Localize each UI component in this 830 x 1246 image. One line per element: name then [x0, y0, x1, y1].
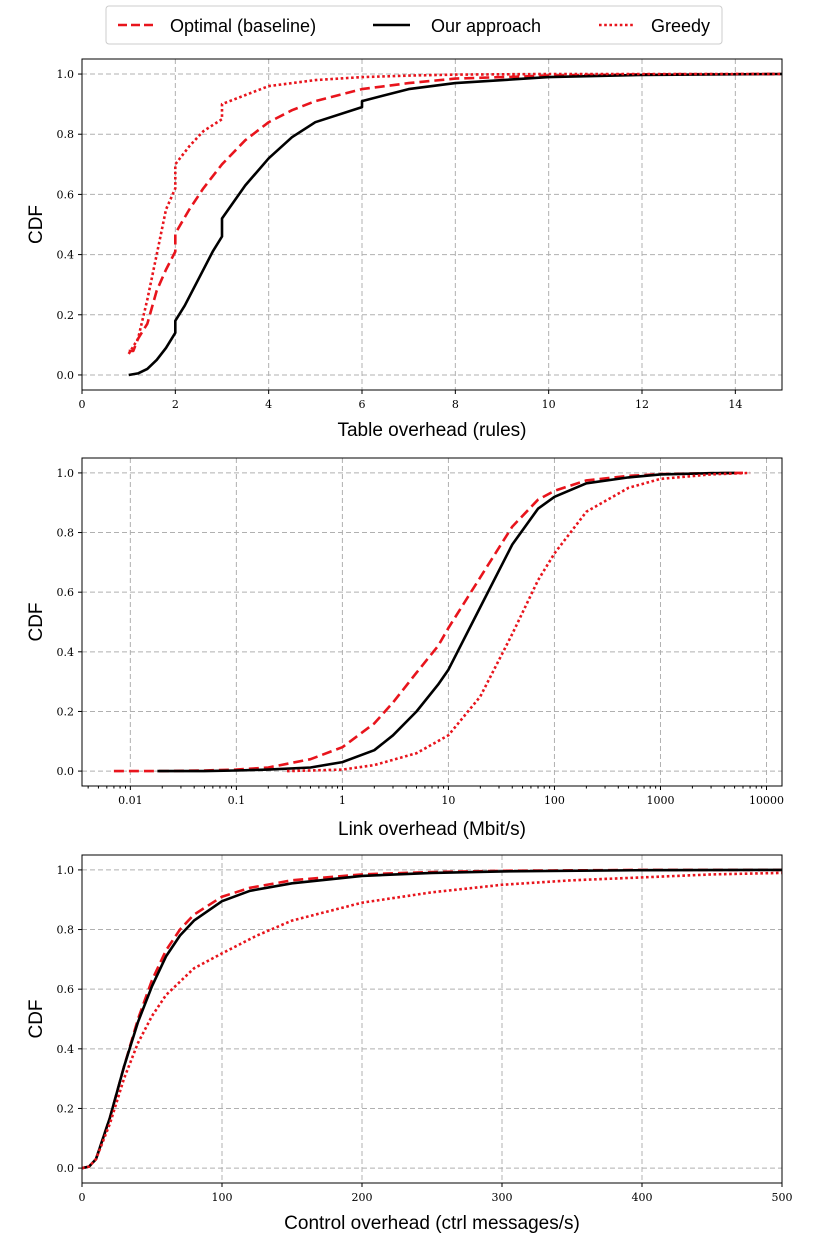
legend: Optimal (baseline) Our approach Greedy — [105, 5, 723, 45]
x-tick-label: 200 — [352, 1191, 373, 1204]
x-tick-label: 10 — [441, 794, 455, 807]
x-tick-label: 0 — [79, 398, 86, 411]
legend-label-greedy: Greedy — [651, 16, 710, 36]
y-tick-label: 0.4 — [57, 646, 75, 659]
x-tick-label: 8 — [452, 398, 459, 411]
x-tick-label: 500 — [772, 1191, 793, 1204]
x-tick-label: 0 — [79, 1191, 86, 1204]
x-tick-label: 10000 — [749, 794, 784, 807]
series-line-optimal-baseline — [128, 72, 783, 353]
y-tick-label: 1.0 — [57, 68, 75, 81]
plot-frame — [81, 58, 783, 391]
y-axis-label: CDF — [26, 999, 47, 1038]
x-axis-label: Link overhead (Mbit/s) — [338, 819, 526, 840]
y-tick-label: 0.4 — [57, 249, 75, 262]
y-tick-label: 0.2 — [57, 705, 75, 718]
y-tick-label: 0.0 — [57, 1162, 75, 1175]
x-tick-label: 100 — [544, 794, 565, 807]
x-tick-label: 0.1 — [228, 794, 246, 807]
y-tick-label: 0.8 — [57, 924, 75, 937]
x-tick-label: 0.01 — [118, 794, 143, 807]
y-tick-label: 0.6 — [57, 983, 75, 996]
series-line-greedy — [127, 72, 782, 355]
chart-control-overhead: 0 100 200 300 400 500 0.0 0.2 0.4 0.6 0.8 1.0 Contr… — [26, 854, 793, 1234]
series-line-optimal-baseline — [113, 471, 744, 773]
y-tick-label: 0.6 — [57, 586, 75, 599]
series-line-greedy — [286, 471, 751, 773]
plot-frame — [81, 854, 783, 1184]
x-tick-label: 6 — [359, 398, 366, 411]
y-tick-label: 0.8 — [57, 527, 75, 540]
series-line-greedy — [81, 871, 783, 1170]
y-tick-label: 0.0 — [57, 765, 75, 778]
x-tick-label: 12 — [635, 398, 649, 411]
x-tick-label: 4 — [265, 398, 272, 411]
plot-frame — [81, 457, 783, 787]
series-line-our-approach — [128, 72, 783, 377]
x-tick-label: 2 — [172, 398, 179, 411]
x-axis-label: Table overhead (rules) — [337, 420, 526, 441]
y-tick-label: 1.0 — [57, 864, 75, 877]
y-tick-label: 0.4 — [57, 1043, 75, 1056]
chart-link-overhead: 0.01 0.1 1 10 100 1000 10000 0.0 0.2 0.4 0.6 0.8 1.0… — [26, 457, 784, 840]
legend-label-optimal: Optimal (baseline) — [170, 16, 316, 36]
y-tick-label: 0.2 — [57, 1102, 75, 1115]
y-axis-label: CDF — [26, 205, 47, 244]
x-tick-label: 1000 — [646, 794, 674, 807]
legend-label-our-approach: Our approach — [431, 16, 541, 36]
x-tick-label: 300 — [492, 1191, 513, 1204]
x-tick-label: 400 — [632, 1191, 653, 1204]
x-tick-label: 10 — [542, 398, 556, 411]
legend-frame — [105, 5, 723, 45]
series-line-our-approach — [157, 471, 735, 773]
y-axis-label: CDF — [26, 602, 47, 641]
series-line-our-approach — [81, 868, 783, 1170]
y-tick-label: 0.8 — [57, 128, 75, 141]
x-tick-label: 1 — [339, 794, 346, 807]
x-tick-label: 100 — [212, 1191, 233, 1204]
chart-table-overhead: 0 2 4 6 8 10 12 14 0.0 0.2 0.4 0.6 0.8 1.0 Table over… — [26, 58, 783, 441]
y-tick-label: 1.0 — [57, 467, 75, 480]
series-line-optimal-baseline — [81, 868, 782, 1170]
y-tick-label: 0.6 — [57, 188, 75, 201]
x-tick-label: 14 — [728, 398, 742, 411]
x-axis-label: Control overhead (ctrl messages/s) — [284, 1213, 580, 1234]
y-tick-label: 0.2 — [57, 309, 75, 322]
y-tick-label: 0.0 — [57, 369, 75, 382]
